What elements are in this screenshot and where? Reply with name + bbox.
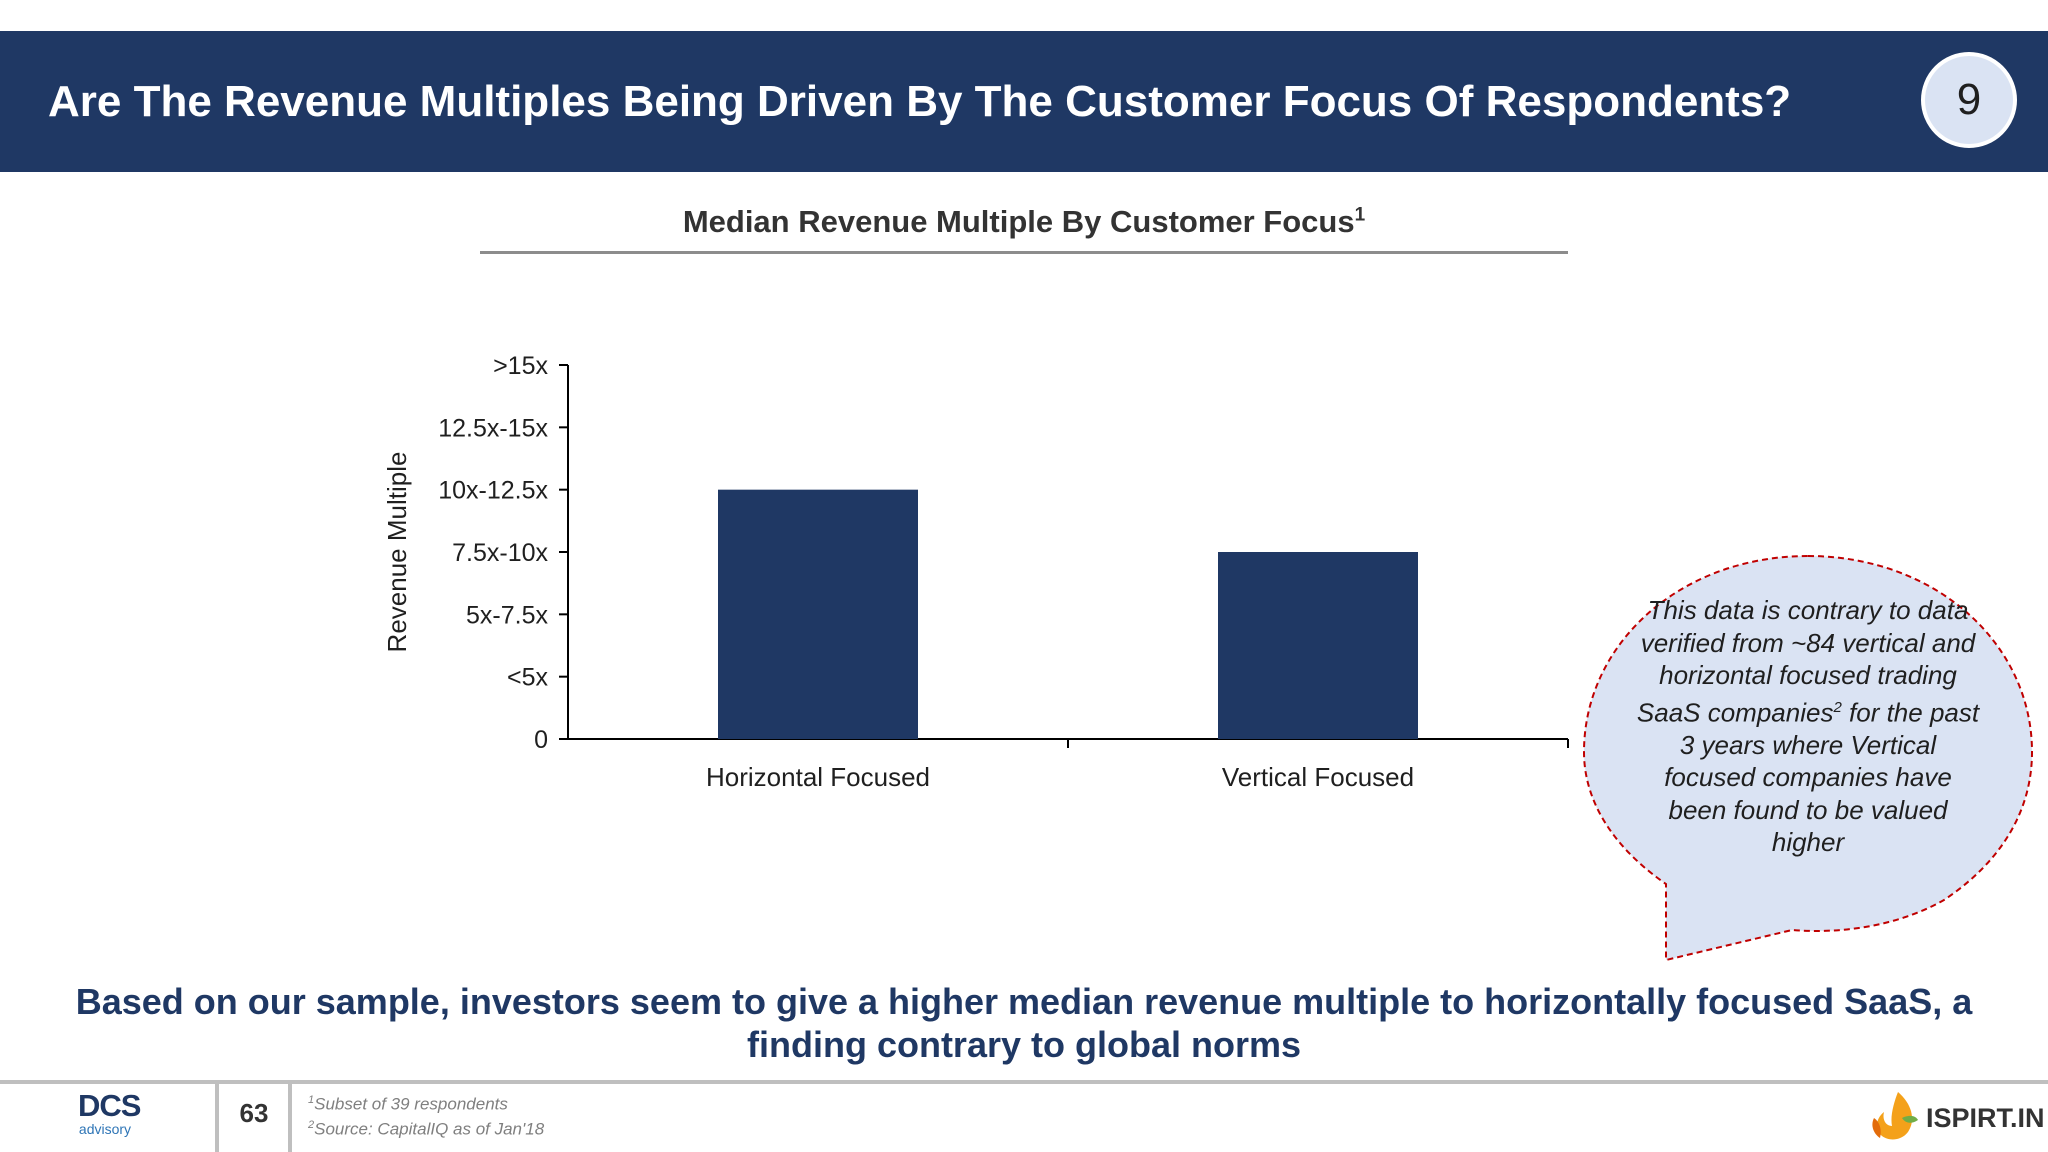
header-bar: Are The Revenue Multiples Being Driven B… xyxy=(0,31,2048,172)
y-tick-label: <5x xyxy=(507,664,549,692)
brand-name: ISPIRT.IN xyxy=(1926,1103,2045,1133)
y-axis-title: Revenue Multiple xyxy=(382,452,412,653)
y-tick-label: 5x-7.5x xyxy=(466,601,548,629)
page-number: 63 xyxy=(239,1098,269,1128)
footer-divider xyxy=(0,1080,2048,1084)
y-tick-label: 10x-12.5x xyxy=(438,477,548,505)
y-tick-label: 0 xyxy=(534,726,548,754)
chart-title-underline xyxy=(480,251,1568,254)
callout-bubble xyxy=(1582,554,2034,962)
chart-title: Median Revenue Multiple By Customer Focu… xyxy=(480,204,1568,240)
flame-leaf-icon xyxy=(1872,1092,1918,1140)
footer-separator xyxy=(288,1084,292,1152)
page-title: Are The Revenue Multiples Being Driven B… xyxy=(48,77,1792,126)
conclusion-text: Based on our sample, investors seem to g… xyxy=(75,981,1973,1065)
chart-title-footnote-marker: 1 xyxy=(1354,204,1366,226)
callout-text: This data is contrary to data verified f… xyxy=(1636,595,1980,858)
footnotes: 1Subset of 39 respondents 2Source: Capit… xyxy=(308,1090,544,1139)
footer-separator xyxy=(215,1084,219,1152)
footnote-1: 1Subset of 39 respondents xyxy=(308,1094,508,1114)
y-tick-label: >15x xyxy=(493,352,548,380)
x-tick-label: Horizontal Focused xyxy=(706,762,930,792)
bar-horizontal-focused xyxy=(718,489,918,739)
bar-vertical-focused xyxy=(1218,552,1418,739)
section-number-badge: 9 xyxy=(1921,52,2017,148)
chart-title-text: Median Revenue Multiple By Customer Focu… xyxy=(682,204,1355,239)
dcs-advisory-logo: DCS advisory xyxy=(78,1088,141,1137)
y-tick-label: 7.5x-10x xyxy=(452,539,548,567)
x-tick-label: Vertical Focused xyxy=(1222,762,1414,792)
footnote-2: 2Source: CapitalIQ as of Jan'18 xyxy=(308,1118,545,1139)
y-tick-label: 12.5x-15x xyxy=(438,414,548,442)
